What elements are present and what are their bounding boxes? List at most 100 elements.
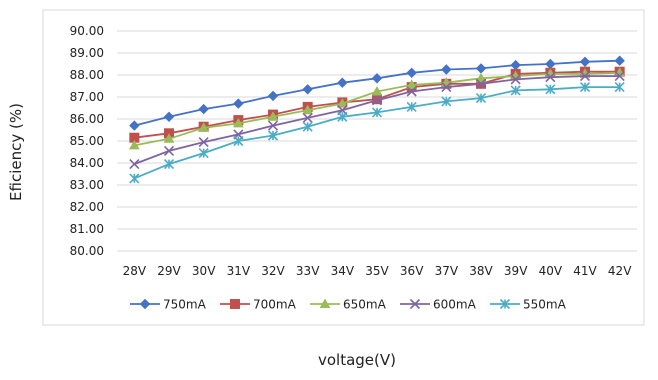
data-point (302, 104, 314, 115)
data-point (337, 77, 348, 88)
data-point (319, 298, 331, 308)
y-tick-label: 81.00 (70, 222, 104, 236)
y-tick-label: 82.00 (70, 200, 104, 214)
x-tick-label: 41V (573, 264, 597, 278)
x-tick-label: 42V (608, 264, 632, 278)
data-point (129, 173, 140, 184)
legend: 750mA 700mA 650mA 600mA 550mA (130, 298, 567, 312)
x-tick-label: 35V (365, 264, 389, 278)
data-point (336, 98, 348, 108)
legend-item: 700mA (220, 298, 297, 312)
y-tick-label: 89.00 (70, 46, 104, 60)
data-point (371, 95, 383, 106)
data-point (371, 107, 383, 118)
data-point (337, 111, 348, 122)
data-point (128, 139, 140, 150)
y-tick-label: 87.00 (70, 90, 104, 104)
legend-label: 650mA (343, 298, 387, 312)
y-tick-label: 85.00 (70, 134, 104, 148)
data-point (406, 79, 418, 89)
y-tick-label: 90.00 (70, 24, 104, 38)
y-tick-label: 83.00 (70, 178, 104, 192)
legend-label: 600mA (433, 298, 477, 312)
x-tick-label: 28V (123, 264, 147, 278)
series-550mA (129, 82, 625, 184)
data-point (198, 137, 209, 148)
x-tick-label: 39V (504, 264, 528, 278)
data-point (163, 133, 175, 143)
data-point (579, 71, 591, 82)
data-point (163, 159, 175, 170)
series-750mA (129, 55, 625, 131)
data-point (233, 98, 244, 109)
data-point (198, 122, 210, 132)
x-tick-label: 37V (435, 264, 459, 278)
y-axis-label: Eficiency (%) (7, 103, 25, 201)
x-tick-label: 34V (331, 264, 355, 278)
data-point (475, 93, 487, 104)
legend-label: 550mA (523, 298, 567, 312)
data-point (406, 101, 417, 112)
series-lines (128, 55, 626, 184)
data-point (475, 78, 487, 89)
legend-label: 750mA (163, 298, 207, 312)
x-tick-label: 30V (192, 264, 216, 278)
x-tick-label: 29V (157, 264, 181, 278)
data-point (198, 148, 209, 159)
data-point (139, 298, 151, 310)
x-axis-ticks: 28V 29V 30V 31V 32V 33V 34V 35V 36V 37V 38V 39V 40V 4… (123, 264, 633, 278)
data-point (302, 84, 313, 95)
data-point (441, 64, 452, 75)
legend-item: 600mA (400, 298, 477, 312)
data-point (302, 112, 313, 123)
x-tick-label: 33V (296, 264, 320, 278)
x-tick-label: 36V (400, 264, 424, 278)
data-point (510, 85, 521, 96)
data-point (475, 72, 487, 83)
data-point (129, 120, 140, 131)
data-point (163, 145, 175, 156)
chart-area-border (42, 9, 645, 326)
x-tick-label: 31V (227, 264, 251, 278)
data-point (579, 82, 591, 93)
legend-item: 650mA (310, 298, 387, 312)
data-point (545, 84, 556, 95)
legend-item: 750mA (130, 298, 207, 312)
x-tick-label: 32V (261, 264, 285, 278)
data-point (441, 96, 452, 107)
data-point (267, 130, 279, 141)
data-point (371, 73, 383, 84)
data-point (614, 82, 625, 93)
legend-label: 700mA (253, 298, 297, 312)
y-tick-label: 84.00 (70, 156, 104, 170)
data-point (441, 82, 452, 93)
series-600mA (129, 71, 625, 170)
data-point (267, 120, 279, 131)
x-tick-label: 38V (469, 264, 493, 278)
data-point (409, 298, 421, 310)
legend-item: 550mA (490, 298, 567, 312)
y-axis-ticks: 80.00 81.00 82.00 83.00 84.00 85.00 86.00 87.00… (70, 24, 104, 258)
data-point (302, 121, 313, 132)
data-point (371, 85, 383, 96)
data-point (510, 74, 521, 85)
data-point (545, 72, 556, 83)
y-tick-label: 88.00 (70, 68, 104, 82)
data-point (232, 117, 244, 128)
data-point (267, 111, 279, 121)
data-point (233, 135, 244, 147)
data-point (198, 103, 209, 115)
data-point (163, 111, 175, 123)
x-tick-label: 40V (539, 264, 563, 278)
data-point (406, 86, 417, 97)
data-point (129, 159, 140, 170)
x-axis-label: voltage(V) (318, 351, 396, 369)
data-point (614, 55, 625, 66)
data-point (230, 299, 240, 309)
data-point (499, 298, 511, 310)
data-point (579, 56, 591, 68)
data-point (614, 71, 625, 82)
data-point (267, 90, 279, 102)
